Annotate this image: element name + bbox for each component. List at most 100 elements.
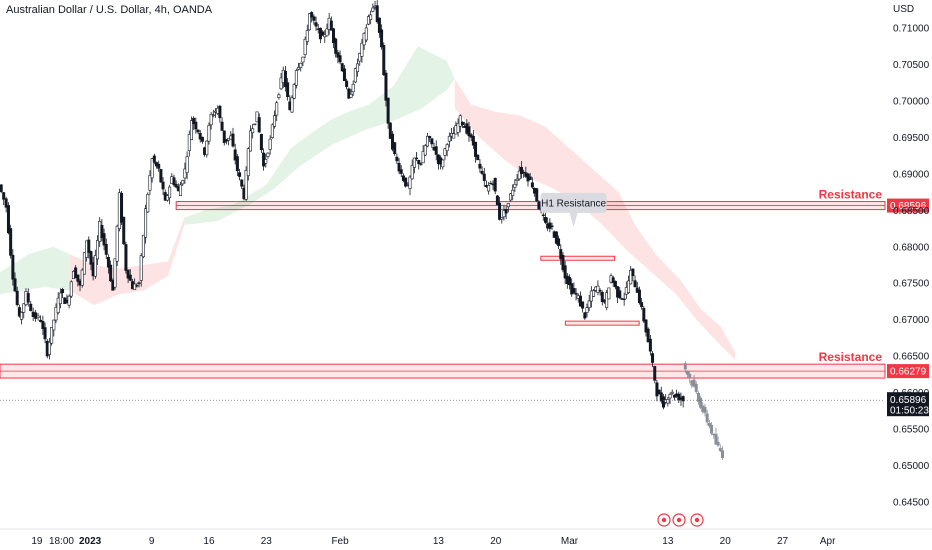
candle xyxy=(502,205,506,221)
candle xyxy=(334,37,338,58)
h1-resistance-bubble[interactable] xyxy=(540,192,607,213)
y-tick-label: 0.70500 xyxy=(893,60,930,71)
candle xyxy=(76,274,80,287)
candle xyxy=(388,122,392,139)
candle xyxy=(613,280,617,290)
candle xyxy=(622,292,626,306)
candle xyxy=(517,165,521,181)
candle xyxy=(559,244,563,265)
candle xyxy=(47,337,51,360)
candle xyxy=(428,135,432,142)
time-axis[interactable]: 19 18:00 2023 9 16 23 Feb 13 20 Mar 13 20 27 Apr xyxy=(0,528,932,547)
candle xyxy=(648,335,652,356)
candle xyxy=(548,218,552,233)
x-tick-label: 2023 xyxy=(79,536,102,547)
candle xyxy=(58,288,62,309)
candle xyxy=(266,152,270,159)
resistance-price-tag-text: 0.68596 xyxy=(890,201,927,212)
candle xyxy=(611,275,615,287)
candle xyxy=(640,297,644,310)
candle xyxy=(530,177,534,189)
chart-title: Australian Dollar / U.S. Dollar, 4h, OAN… xyxy=(6,4,213,16)
candle xyxy=(61,287,65,299)
candle xyxy=(277,92,281,100)
candle xyxy=(240,179,244,190)
candle xyxy=(637,286,641,305)
candle xyxy=(404,177,408,188)
resistance-price-tag-text: 0.66279 xyxy=(890,367,927,378)
candle xyxy=(34,309,38,322)
x-tick-label: 13 xyxy=(662,536,674,547)
candle xyxy=(655,379,659,402)
candle xyxy=(100,218,104,242)
candle xyxy=(255,111,259,123)
candle xyxy=(397,158,401,175)
h1-resistance-zone[interactable] xyxy=(540,255,616,261)
candle xyxy=(657,389,661,395)
candle xyxy=(550,222,554,230)
candle xyxy=(148,170,152,195)
candle xyxy=(474,141,478,163)
candle xyxy=(467,121,471,142)
x-tick-label: Feb xyxy=(331,536,349,547)
candle xyxy=(248,125,252,152)
candle xyxy=(179,181,183,197)
candle xyxy=(563,260,567,285)
candle xyxy=(583,311,587,320)
candle xyxy=(375,0,379,24)
event-icons xyxy=(657,513,704,527)
x-tick-label: 16 xyxy=(203,536,215,547)
candle xyxy=(205,140,209,158)
us-flag-event-icon-dot xyxy=(676,517,682,523)
candle xyxy=(198,130,202,143)
candle xyxy=(578,291,582,307)
h1-resistance-zone[interactable] xyxy=(564,320,640,326)
candle xyxy=(268,135,272,155)
candle xyxy=(421,145,425,164)
y-tick-label: 0.68000 xyxy=(893,242,930,253)
candle xyxy=(498,196,502,221)
candlesticks xyxy=(0,0,724,460)
candle xyxy=(152,153,156,165)
candle xyxy=(106,254,110,274)
candle xyxy=(480,166,484,176)
candle xyxy=(135,283,139,288)
candle xyxy=(353,67,357,84)
candle xyxy=(686,370,690,379)
candle xyxy=(356,58,360,77)
candle xyxy=(222,130,226,146)
candle xyxy=(399,165,403,178)
candle xyxy=(412,157,416,174)
candle xyxy=(200,136,204,144)
candle xyxy=(74,265,78,279)
symbol-name: Australian Dollar / U.S. Dollar xyxy=(6,4,149,16)
candle xyxy=(380,24,384,50)
candle xyxy=(80,268,84,288)
candle xyxy=(670,389,674,395)
resistance-label: Resistance xyxy=(819,350,883,364)
candle xyxy=(31,307,35,321)
candle xyxy=(290,95,294,114)
candle xyxy=(668,392,672,404)
price-axis[interactable]: USD 0.71000 0.70500 0.70000 0.69500 0.69000 0… xyxy=(893,4,930,509)
candle xyxy=(677,391,681,404)
candle xyxy=(605,289,609,311)
candle xyxy=(417,159,421,170)
candle xyxy=(430,138,434,148)
candle xyxy=(369,10,373,25)
candle xyxy=(482,167,486,187)
candle xyxy=(434,140,438,161)
cloud-red-area xyxy=(69,217,185,306)
y-tick-label: 0.71000 xyxy=(893,24,930,35)
y-tick-label: 0.67000 xyxy=(893,315,930,326)
candle xyxy=(244,166,248,201)
candle xyxy=(6,202,10,235)
candle xyxy=(487,181,491,195)
candle xyxy=(408,175,412,196)
candle xyxy=(633,275,637,288)
candle xyxy=(283,65,287,92)
interval: 4h xyxy=(154,4,167,16)
candle xyxy=(82,251,86,275)
